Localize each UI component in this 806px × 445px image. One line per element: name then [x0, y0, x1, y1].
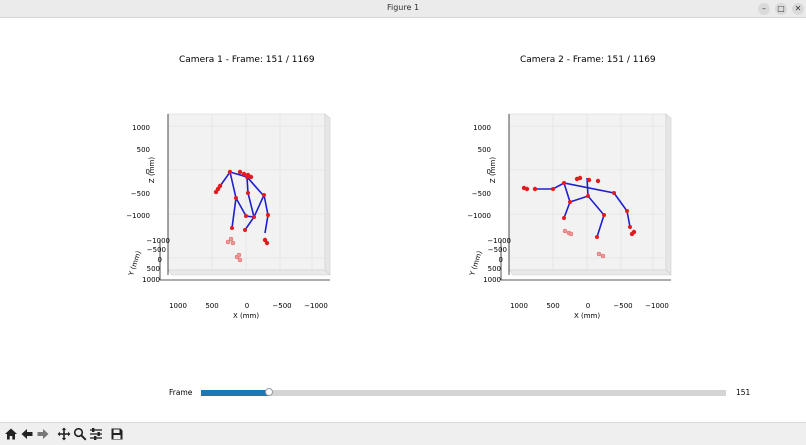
- frame-slider[interactable]: [201, 388, 726, 396]
- frame-slider-handle[interactable]: [265, 388, 273, 396]
- y-tick: −500: [488, 246, 507, 254]
- frame-slider-value: 151: [736, 388, 751, 397]
- frame-slider-fill: [201, 390, 269, 396]
- x-tick: 1000: [169, 302, 187, 310]
- window-titlebar: Figure 1 – □ ✕: [0, 0, 806, 18]
- pan-icon[interactable]: [57, 427, 71, 441]
- back-arrow-icon[interactable]: [20, 427, 34, 441]
- x-axis-label: X (mm): [233, 312, 259, 320]
- x-tick: 0: [245, 302, 249, 310]
- z-axis-label: Z (mm): [148, 157, 156, 183]
- z-tick: 1000: [473, 124, 491, 132]
- zoom-icon[interactable]: [73, 427, 87, 441]
- x-tick: 500: [546, 302, 559, 310]
- axes-camera-1: 1000 500 0 −500 −1000 Z (mm) −1000 −500 …: [126, 113, 331, 320]
- x-tick: −500: [272, 302, 291, 310]
- z-tick: −1000: [126, 212, 150, 220]
- minimize-button[interactable]: –: [758, 3, 770, 15]
- z-tick: 0: [487, 168, 491, 176]
- plot-title-camera-2: Camera 2 - Frame: 151 / 1169: [520, 55, 656, 65]
- frame-slider-label: Frame: [169, 388, 193, 397]
- z-tick: 500: [137, 146, 150, 154]
- z-axis-label: Z (mm): [489, 157, 497, 183]
- y-tick: 0: [158, 256, 162, 264]
- x-axis-label: X (mm): [574, 312, 600, 320]
- y-tick: 0: [499, 256, 503, 264]
- x-tick: −1000: [645, 302, 669, 310]
- y-tick: −1000: [146, 237, 170, 245]
- figure-canvas[interactable]: Camera 1 - Frame: 151 / 1169 Camera 2 - …: [0, 18, 806, 422]
- plots-svg: 1000 500 0 −500 −1000 Z (mm) −1000 −500 …: [126, 113, 672, 320]
- x-tick: −1000: [304, 302, 328, 310]
- z-tick: 500: [478, 146, 491, 154]
- y-axis-label: Y (mm): [127, 250, 143, 278]
- forward-arrow-icon[interactable]: [36, 427, 50, 441]
- axes-camera-2: 1000 500 0 −500 −1000 Z (mm) −1000 −500 …: [467, 113, 672, 320]
- x-tick: 0: [586, 302, 590, 310]
- y-tick: 1000: [483, 276, 501, 284]
- close-button[interactable]: ✕: [792, 3, 804, 15]
- y-axis-label: Y (mm): [468, 250, 484, 278]
- home-icon[interactable]: [4, 427, 18, 441]
- x-tick: 500: [205, 302, 218, 310]
- x-tick: −500: [613, 302, 632, 310]
- y-tick: 500: [147, 265, 160, 273]
- maximize-button[interactable]: □: [775, 3, 787, 15]
- y-tick: −1000: [487, 237, 511, 245]
- y-tick: 1000: [142, 276, 160, 284]
- joints-camera-2: [521, 175, 637, 259]
- z-tick: 0: [146, 168, 150, 176]
- y-tick: −500: [147, 246, 166, 254]
- z-tick: 1000: [132, 124, 150, 132]
- z-tick: −1000: [467, 212, 491, 220]
- z-tick: −500: [131, 190, 150, 198]
- y-tick: 500: [488, 265, 501, 273]
- x-tick: 1000: [510, 302, 528, 310]
- plot-title-camera-1: Camera 1 - Frame: 151 / 1169: [179, 55, 315, 65]
- configure-subplots-icon[interactable]: [89, 427, 103, 441]
- navigation-toolbar: [0, 422, 806, 445]
- z-tick: −500: [472, 190, 491, 198]
- save-icon[interactable]: [110, 427, 124, 441]
- joints-camera-1: [213, 169, 270, 263]
- window-title: Figure 1: [386, 3, 420, 12]
